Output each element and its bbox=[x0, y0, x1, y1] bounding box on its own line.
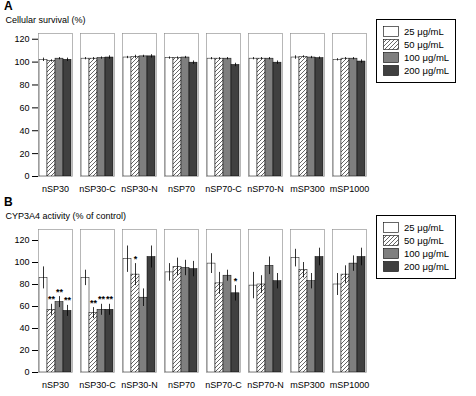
svg-text:nSP70-C: nSP70-C bbox=[205, 380, 242, 390]
svg-text:60: 60 bbox=[19, 103, 29, 113]
svg-text:nSP70-C: nSP70-C bbox=[205, 184, 242, 194]
svg-text:nSP30-C: nSP30-C bbox=[79, 184, 116, 194]
svg-text:nSP70: nSP70 bbox=[168, 380, 195, 390]
svg-text:80: 80 bbox=[19, 279, 29, 289]
svg-text:nSP70: nSP70 bbox=[168, 184, 195, 194]
svg-text:nSP30-N: nSP30-N bbox=[121, 184, 158, 194]
html-text:100 μg/mL: 100 μg/mL bbox=[404, 52, 450, 63]
svg-text:mSP1000: mSP1000 bbox=[330, 184, 370, 194]
svg-text:40: 40 bbox=[19, 126, 29, 136]
html-text:A: A bbox=[4, 0, 13, 13]
html-text:50 μg/mL: 50 μg/mL bbox=[404, 235, 444, 246]
svg-text:**: ** bbox=[98, 294, 106, 304]
svg-text:60: 60 bbox=[19, 301, 29, 311]
svg-text:nSP70-N: nSP70-N bbox=[247, 184, 284, 194]
svg-text:mSP300: mSP300 bbox=[290, 380, 325, 390]
svg-text:0: 0 bbox=[24, 367, 29, 377]
svg-text:**: ** bbox=[64, 295, 72, 305]
svg-text:40: 40 bbox=[19, 323, 29, 333]
svg-text:100: 100 bbox=[14, 57, 29, 67]
svg-text:CYP3A4 activity (% of control): CYP3A4 activity (% of control) bbox=[6, 211, 127, 221]
svg-text:80: 80 bbox=[19, 80, 29, 90]
svg-text:**: ** bbox=[56, 287, 64, 297]
svg-text:mSP1000: mSP1000 bbox=[330, 380, 370, 390]
svg-text:nSP30-C: nSP30-C bbox=[79, 380, 116, 390]
svg-text:20: 20 bbox=[19, 149, 29, 159]
svg-text:nSP30: nSP30 bbox=[42, 380, 69, 390]
svg-text:20: 20 bbox=[19, 345, 29, 355]
svg-text:nSP70-N: nSP70-N bbox=[247, 380, 284, 390]
svg-text:Cellular survival (%): Cellular survival (%) bbox=[6, 15, 86, 25]
svg-text:**: ** bbox=[48, 294, 56, 304]
svg-text:*: * bbox=[134, 254, 138, 264]
svg-text:**: ** bbox=[90, 298, 98, 308]
svg-text:nSP30: nSP30 bbox=[42, 184, 69, 194]
html-text:25 μg/mL: 25 μg/mL bbox=[404, 222, 444, 233]
html-text:25 μg/mL: 25 μg/mL bbox=[404, 26, 444, 37]
html-text:200 μg/mL: 200 μg/mL bbox=[404, 261, 450, 272]
svg-text:120: 120 bbox=[14, 34, 29, 44]
html-text:200 μg/mL: 200 μg/mL bbox=[404, 65, 450, 76]
svg-text:mSP300: mSP300 bbox=[290, 184, 325, 194]
svg-text:**: ** bbox=[106, 294, 114, 304]
svg-text:120: 120 bbox=[14, 235, 29, 245]
html-text:100 μg/mL: 100 μg/mL bbox=[404, 248, 450, 259]
svg-text:*: * bbox=[234, 276, 238, 286]
svg-text:nSP30-N: nSP30-N bbox=[121, 380, 158, 390]
html-text:B: B bbox=[4, 195, 13, 209]
html-text:50 μg/mL: 50 μg/mL bbox=[404, 39, 444, 50]
svg-text:0: 0 bbox=[24, 171, 29, 181]
svg-text:100: 100 bbox=[14, 257, 29, 267]
